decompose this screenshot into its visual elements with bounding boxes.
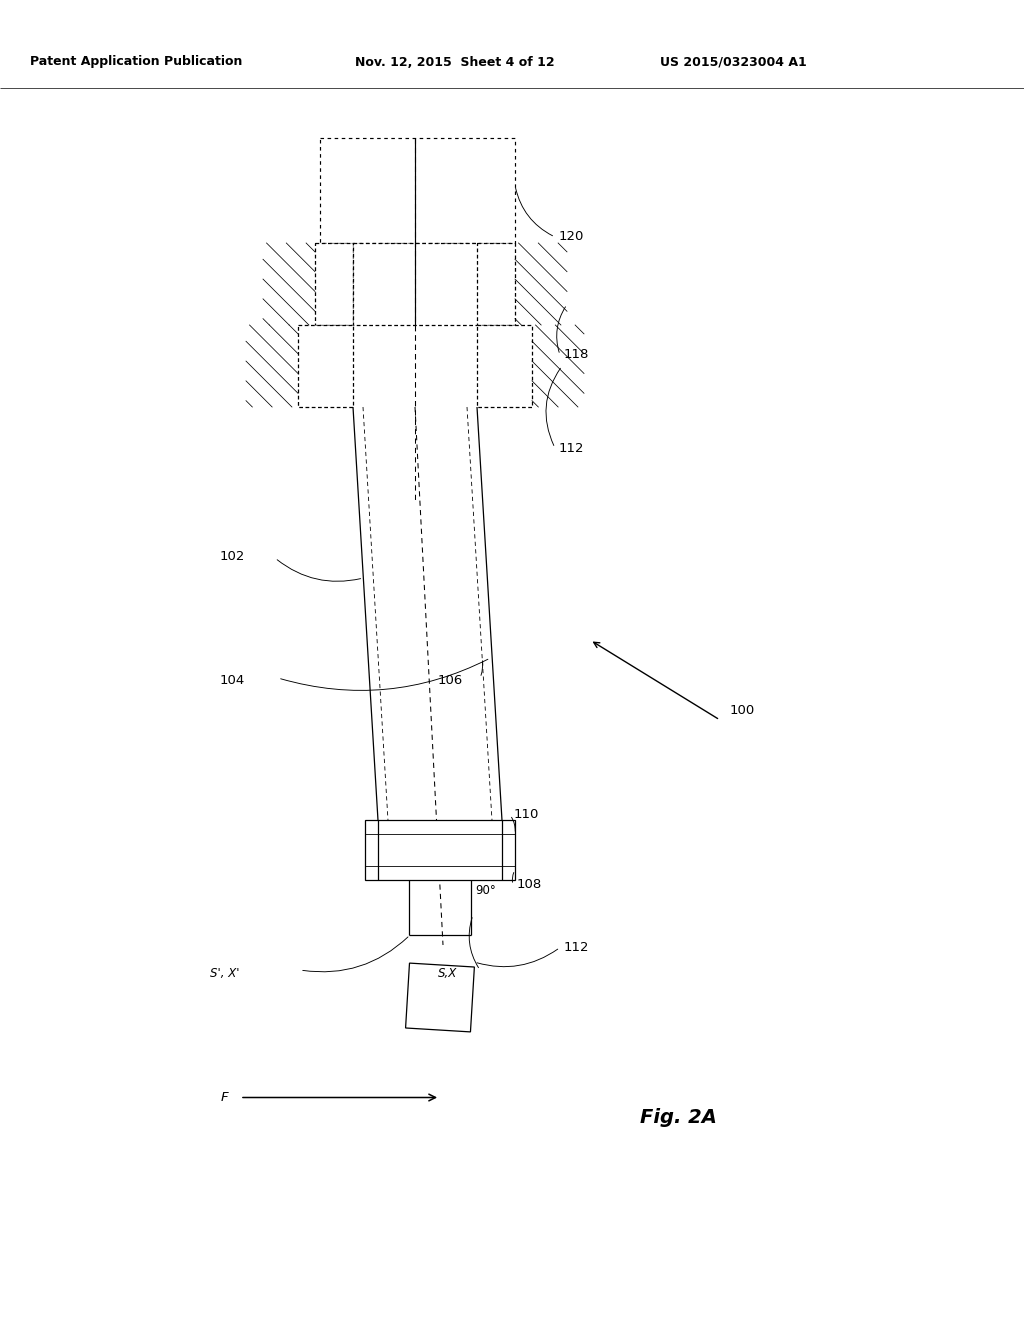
- Text: 112: 112: [564, 941, 590, 954]
- Bar: [298, 325, 353, 407]
- Text: 100: 100: [730, 704, 756, 717]
- Text: US 2015/0323004 A1: US 2015/0323004 A1: [660, 55, 807, 69]
- Text: 118: 118: [564, 348, 590, 362]
- Bar: [353, 243, 478, 325]
- Bar: [315, 243, 353, 325]
- Text: Nov. 12, 2015  Sheet 4 of 12: Nov. 12, 2015 Sheet 4 of 12: [355, 55, 555, 69]
- Text: 102: 102: [220, 549, 246, 562]
- Bar: [319, 139, 515, 243]
- Polygon shape: [406, 964, 474, 1032]
- Text: 120: 120: [559, 231, 585, 243]
- Text: 90°: 90°: [475, 883, 496, 896]
- Text: 108: 108: [517, 879, 543, 891]
- Bar: [365, 820, 515, 880]
- Text: Patent Application Publication: Patent Application Publication: [30, 55, 243, 69]
- Bar: [477, 325, 532, 407]
- Text: 112: 112: [559, 441, 585, 454]
- Text: 104: 104: [220, 673, 246, 686]
- Text: S', X': S', X': [210, 966, 240, 979]
- Text: F: F: [220, 1092, 228, 1104]
- Bar: [477, 243, 515, 325]
- Text: 106: 106: [438, 673, 463, 686]
- Text: 110: 110: [514, 808, 540, 821]
- Text: S,X: S,X: [438, 966, 458, 979]
- Text: Fig. 2A: Fig. 2A: [640, 1107, 717, 1127]
